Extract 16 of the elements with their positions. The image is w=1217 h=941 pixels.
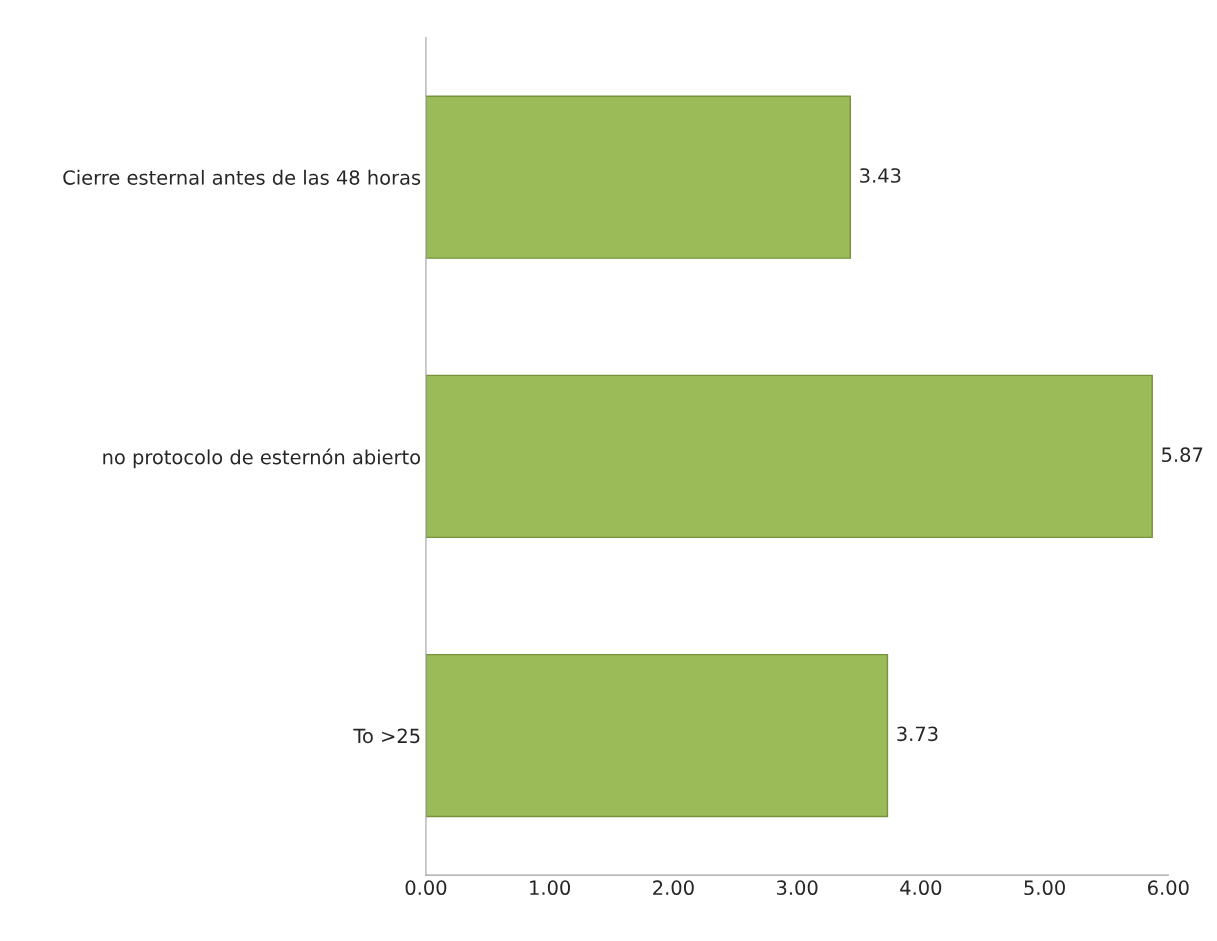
bar [425,95,852,259]
data-label: 5.87 [1162,447,1203,463]
x-tick-label: 2.00 [653,880,694,896]
bar [425,374,1153,539]
x-tick-label: 5.00 [1024,880,1065,896]
x-tick-label: 4.00 [900,880,942,896]
data-label: 3.73 [897,726,938,742]
x-tick-label: 1.00 [530,880,571,896]
y-tick-label: To >25 [353,728,420,744]
data-label: 3.43 [860,168,901,183]
bar [425,653,889,818]
y-tick-label: no protocolo de esternón abierto [103,448,421,469]
x-tick-label: 3.00 [776,880,818,896]
x-tick-label: 0.00 [405,880,447,896]
y-tick-label: Cierre esternal antes de las 48 horas [63,169,421,185]
x-tick-label: 6.00 [1148,880,1189,896]
